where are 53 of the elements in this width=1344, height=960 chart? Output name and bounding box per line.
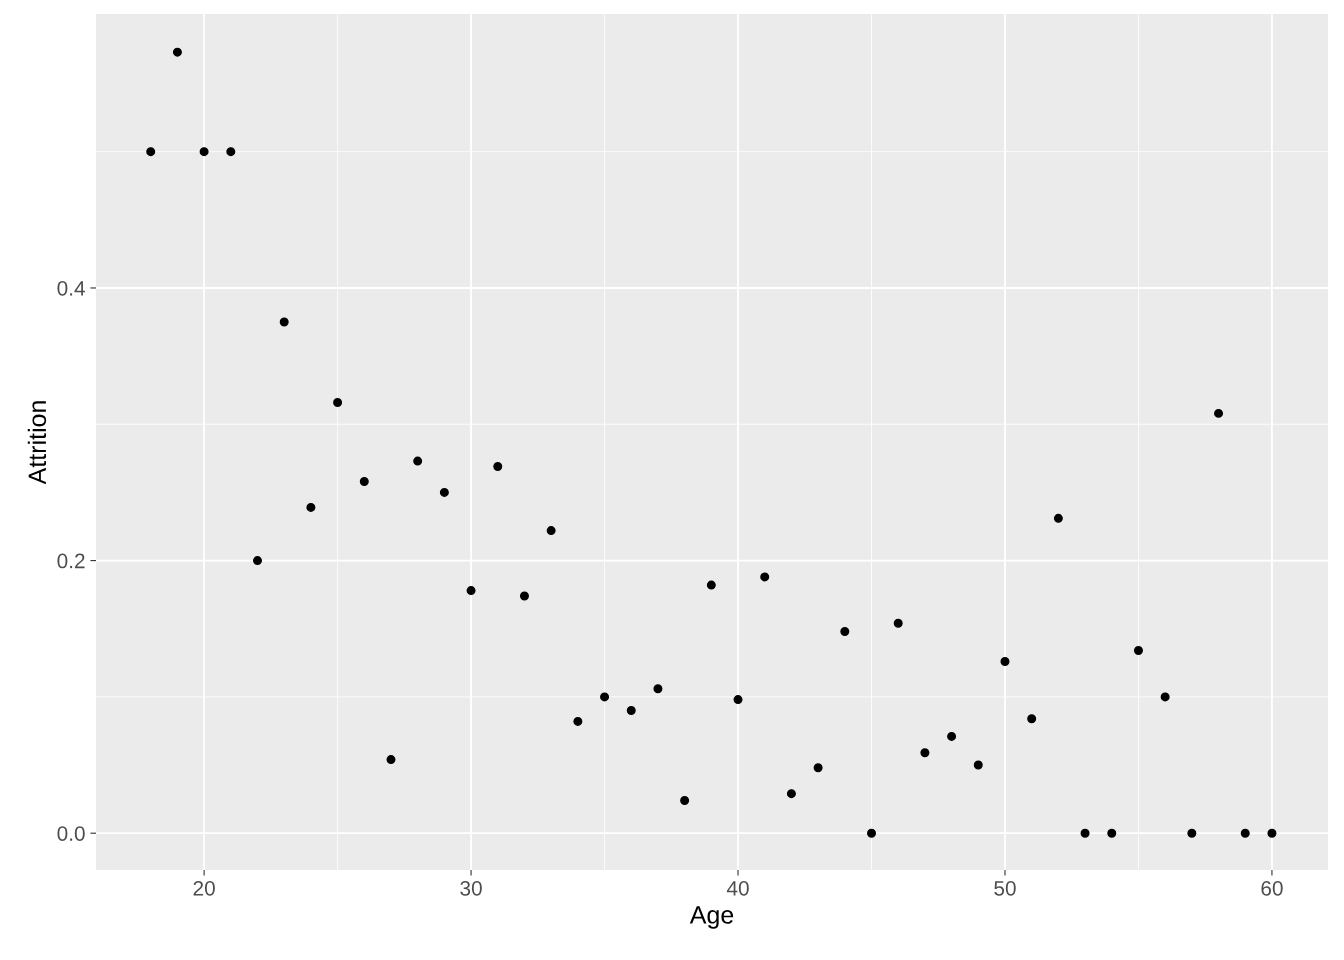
point	[840, 626, 850, 636]
point	[1240, 828, 1250, 838]
x-axis-title: Age	[689, 906, 734, 929]
y-tick-label: 0.4	[57, 280, 85, 296]
point	[359, 477, 369, 487]
point	[626, 706, 636, 716]
point	[893, 618, 903, 628]
point	[1133, 646, 1143, 656]
point	[226, 147, 236, 157]
point	[786, 789, 796, 799]
point	[867, 828, 877, 838]
point	[653, 684, 663, 694]
point	[1080, 828, 1090, 838]
x-tick-label: 20	[193, 880, 215, 896]
point	[546, 526, 556, 536]
point	[1053, 513, 1063, 523]
point	[199, 147, 209, 157]
point	[466, 586, 476, 596]
point	[146, 147, 156, 157]
y-tick-label: 0.0	[57, 826, 85, 841]
point	[172, 47, 182, 57]
point	[439, 487, 449, 497]
point	[1107, 828, 1117, 838]
point	[1160, 692, 1170, 702]
y-axis-title: Attrition	[27, 401, 47, 485]
point	[1214, 408, 1224, 418]
point	[760, 572, 770, 582]
point	[733, 695, 743, 705]
point	[1000, 656, 1010, 666]
point	[306, 502, 316, 512]
x-tick-label: 30	[460, 880, 482, 896]
point	[680, 795, 690, 805]
point	[413, 456, 423, 466]
point	[333, 397, 343, 407]
point	[947, 731, 957, 741]
point	[573, 716, 583, 726]
point	[973, 760, 983, 770]
point	[1267, 828, 1277, 838]
x-tick-label: 60	[1261, 880, 1283, 896]
point	[1187, 828, 1197, 838]
point	[920, 748, 930, 758]
point	[253, 556, 263, 566]
point	[386, 755, 396, 765]
point	[493, 462, 503, 472]
point	[706, 580, 716, 590]
x-tick-label: 50	[994, 880, 1016, 896]
y-tick-label: 0.2	[57, 553, 85, 569]
point	[600, 692, 610, 702]
point	[813, 763, 823, 773]
point	[519, 591, 529, 601]
x-tick-label: 40	[726, 880, 749, 896]
point	[279, 317, 289, 327]
point	[1027, 714, 1037, 724]
